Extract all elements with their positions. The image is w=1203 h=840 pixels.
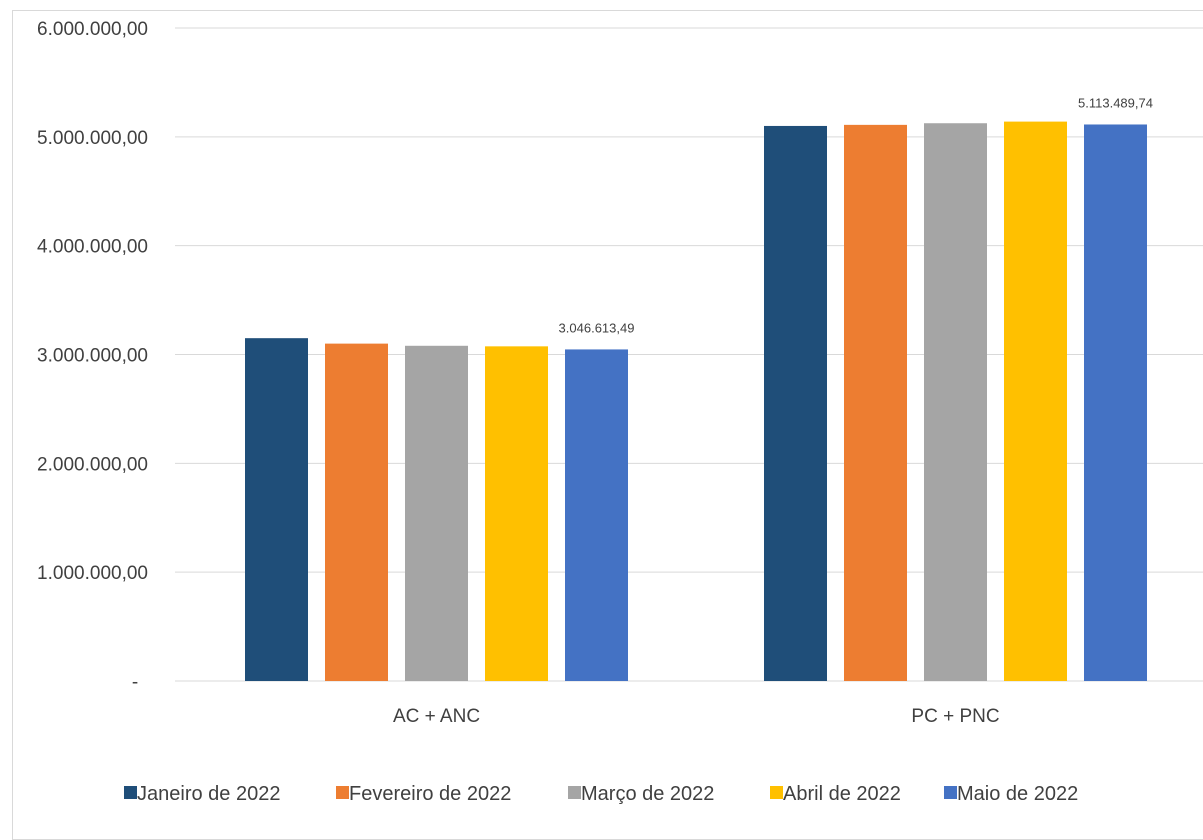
bar	[325, 343, 388, 681]
legend-item: Maio de 2022	[944, 783, 1078, 805]
legend-label: Janeiro de 2022	[137, 783, 280, 805]
y-tick-label: 2.000.000,00	[37, 454, 148, 475]
legend-swatch	[770, 786, 783, 799]
bar	[764, 125, 827, 681]
legend-item: Abril de 2022	[770, 783, 901, 805]
legend-label: Fevereiro de 2022	[349, 783, 511, 805]
bar	[565, 349, 628, 681]
legend-swatch	[568, 786, 581, 799]
legend-label: Março de 2022	[581, 783, 714, 805]
data-label: 3.046.613,49	[559, 320, 635, 335]
y-tick-label: 4.000.000,00	[37, 237, 148, 258]
bars	[245, 121, 1147, 681]
legend-item: Março de 2022	[568, 783, 714, 805]
legend-item: Janeiro de 2022	[124, 783, 280, 805]
data-label: 5.113.489,74	[1078, 95, 1153, 110]
bar	[485, 346, 548, 681]
y-tick-label: 5.000.000,00	[37, 128, 148, 149]
bar	[1004, 121, 1067, 681]
y-axis-ticks: - 1.000.000,00 2.000.000,00 3.000.000,00 4.0…	[37, 19, 148, 693]
data-labels: 3.046.613,49 5.113.489,74	[559, 95, 1153, 335]
legend-swatch	[944, 786, 957, 799]
bar	[405, 345, 468, 681]
bar	[844, 124, 907, 681]
y-tick-label: -	[132, 672, 138, 693]
x-tick-label: PC + PNC	[911, 706, 999, 727]
y-tick-label: 6.000.000,00	[37, 19, 148, 40]
bar	[245, 338, 308, 681]
legend-label: Maio de 2022	[957, 783, 1078, 805]
legend-item: Fevereiro de 2022	[336, 783, 511, 805]
legend-swatch	[124, 786, 137, 799]
bar	[924, 123, 987, 681]
x-tick-label: AC + ANC	[393, 706, 480, 727]
legend-label: Abril de 2022	[783, 783, 901, 805]
x-axis-ticks: AC + ANC PC + PNC	[393, 706, 1000, 727]
legend: Janeiro de 2022 Fevereiro de 2022 Março de…	[124, 783, 1078, 805]
y-tick-label: 1.000.000,00	[37, 563, 148, 584]
bar	[1084, 124, 1147, 681]
legend-swatch	[336, 786, 349, 799]
y-tick-label: 3.000.000,00	[37, 346, 148, 367]
